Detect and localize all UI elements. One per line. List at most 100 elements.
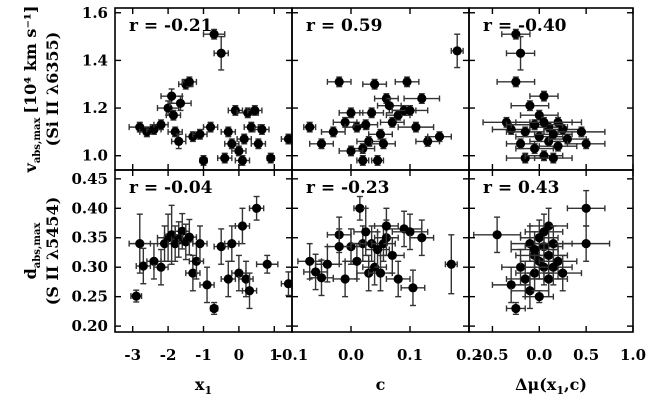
y-tick-label: 1.4 [82, 51, 108, 69]
data-marker [257, 124, 267, 135]
data-point [243, 121, 260, 133]
data-point [566, 189, 606, 227]
data-marker [184, 77, 194, 87]
data-marker [372, 244, 383, 255]
data-marker [381, 221, 391, 231]
data-point [326, 228, 352, 265]
y-axis-label: vabs,max[10⁴ km s⁻¹] (Si II λ6355) [21, 6, 62, 174]
data-point [409, 219, 435, 257]
data-point [450, 33, 464, 69]
data-marker [239, 134, 249, 144]
correlation-annotation: r = -0.04 [129, 178, 213, 198]
data-marker [539, 91, 549, 101]
data-marker [352, 256, 362, 266]
correlation-annotation: r = 0.59 [306, 16, 382, 36]
data-marker [252, 203, 262, 213]
data-point [505, 301, 526, 316]
data-point [202, 121, 219, 133]
data-marker [553, 256, 563, 266]
data-point [247, 104, 263, 116]
data-marker [220, 153, 230, 163]
data-point [234, 207, 251, 245]
x-tick-label: 0.5 [573, 346, 599, 364]
data-point [234, 155, 251, 166]
x-tick-label: 0.0 [338, 346, 364, 364]
data-marker [375, 129, 386, 139]
data-marker [334, 77, 344, 87]
data-marker [156, 120, 166, 130]
data-point [220, 260, 237, 298]
panel-r1-c0: r = -0.04 [114, 169, 293, 333]
correlation-annotation: r = 0.43 [483, 178, 559, 198]
data-marker [411, 122, 421, 132]
x-tick-label: -2 [160, 346, 177, 364]
data-point [303, 121, 317, 133]
data-marker [175, 98, 186, 108]
data-marker [387, 117, 397, 127]
data-point [385, 260, 411, 298]
data-marker [253, 139, 263, 149]
data-point [320, 126, 346, 138]
data-point [280, 133, 292, 145]
data-marker [223, 274, 233, 284]
data-marker [525, 286, 535, 296]
data-marker [378, 139, 389, 149]
data-marker [581, 139, 591, 149]
data-marker [244, 286, 255, 296]
x-tick-label: -3 [124, 346, 141, 364]
data-marker [367, 108, 377, 118]
data-marker [539, 227, 549, 237]
data-point [373, 207, 399, 245]
data-marker [530, 120, 540, 130]
data-marker [305, 256, 315, 266]
data-point [169, 95, 192, 112]
data-marker [340, 274, 350, 284]
data-marker [241, 274, 251, 284]
data-point [533, 152, 573, 164]
data-marker [423, 136, 433, 147]
data-point [254, 124, 270, 135]
data-marker [446, 259, 456, 269]
y-axis-label-line1: vabs,max[10⁴ km s⁻¹] [21, 6, 43, 174]
data-point [153, 248, 169, 286]
data-marker [405, 105, 415, 116]
data-point [566, 138, 606, 150]
data-point [391, 104, 429, 116]
data-marker [209, 29, 219, 39]
data-marker [544, 250, 554, 261]
data-point [181, 218, 198, 256]
data-point [524, 213, 564, 251]
data-marker [237, 221, 248, 231]
data-point [224, 225, 240, 263]
data-marker [149, 124, 159, 135]
data-point [170, 133, 187, 150]
y-tick-label: 0.20 [71, 317, 108, 335]
data-point [192, 225, 208, 263]
data-marker [135, 122, 145, 132]
data-point [510, 231, 559, 268]
data-marker [558, 268, 568, 278]
data-marker [346, 146, 356, 156]
labels-layer: 1.01.21.41.60.200.250.300.350.400.45-3 -2… [21, 4, 646, 397]
data-point [213, 35, 229, 71]
data-point [338, 145, 364, 157]
data-marker [167, 91, 177, 101]
data-point [238, 260, 254, 298]
data-point [297, 242, 323, 280]
data-point [241, 272, 258, 310]
panel-r1-c1: r = -0.23 [291, 169, 470, 333]
data-marker [372, 155, 383, 166]
data-point [400, 269, 426, 307]
data-marker [511, 77, 521, 87]
data-marker [530, 268, 540, 278]
data-marker [138, 261, 148, 271]
points-group [482, 28, 606, 164]
data-marker [417, 233, 427, 243]
data-point [505, 35, 536, 71]
data-marker [135, 239, 145, 249]
data-marker [131, 291, 141, 301]
data-marker [408, 283, 418, 293]
data-marker [548, 129, 558, 139]
data-point [248, 195, 265, 221]
